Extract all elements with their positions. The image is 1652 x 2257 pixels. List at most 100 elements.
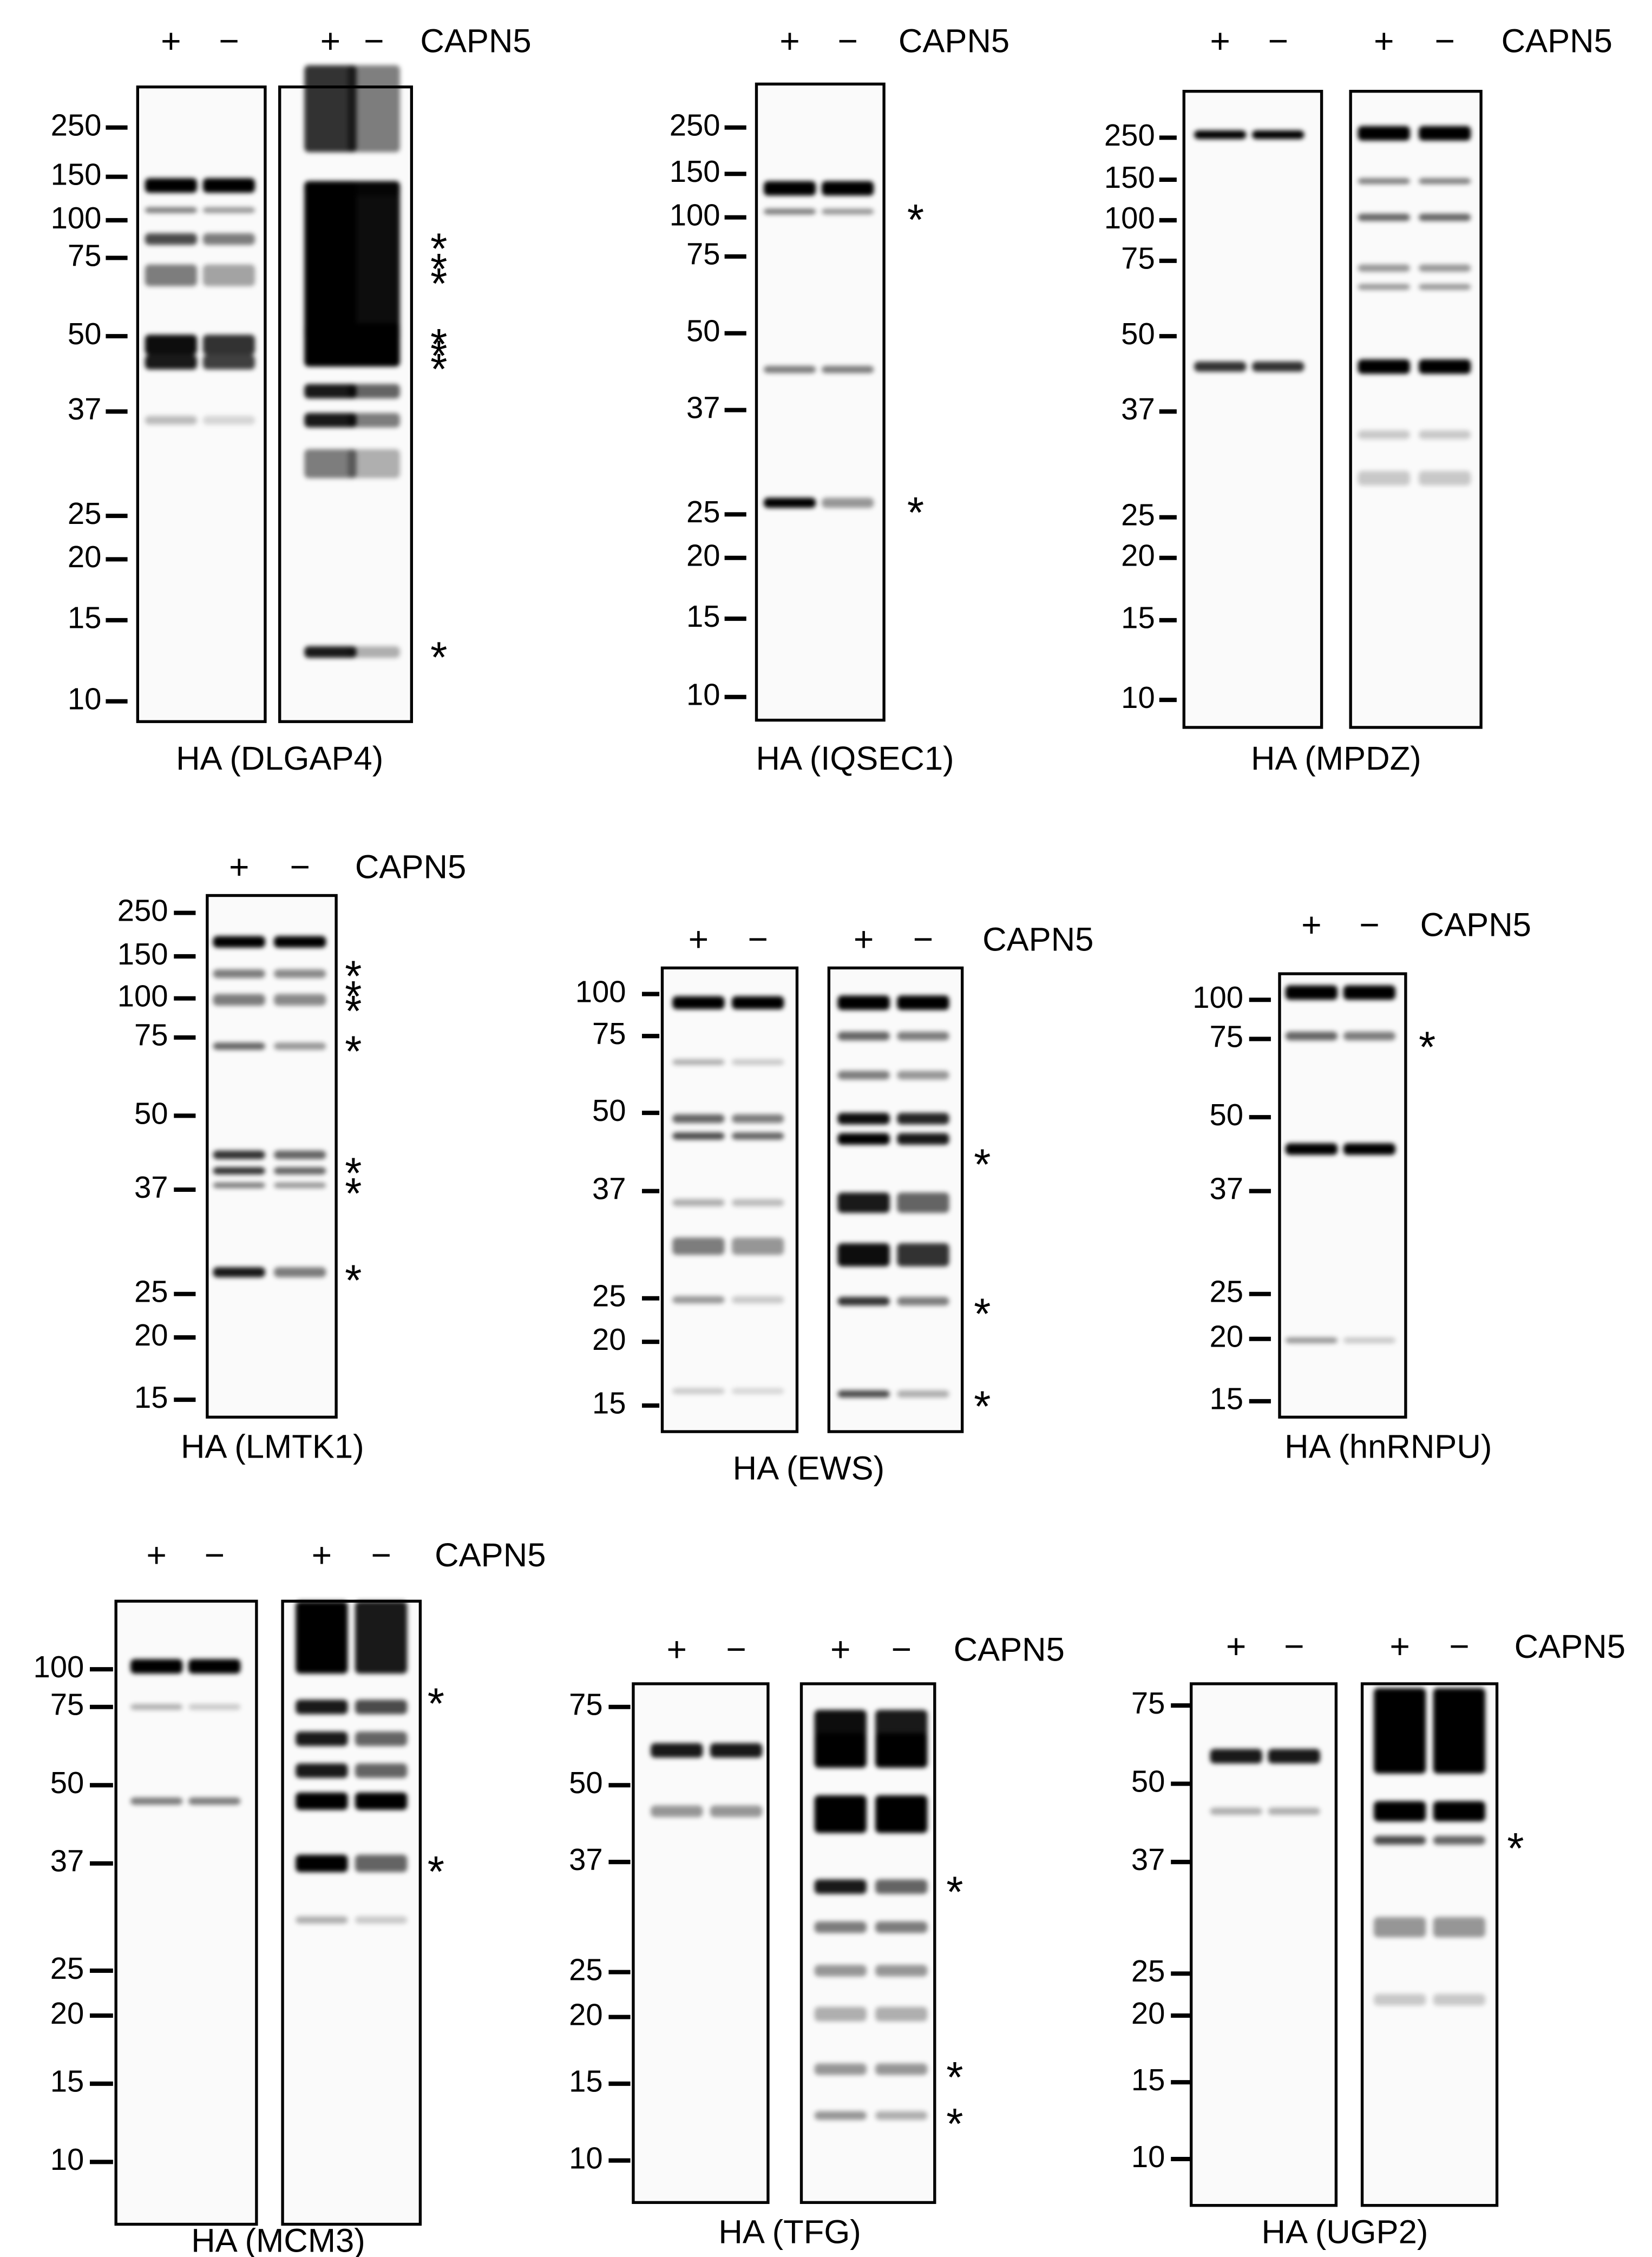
band [130,1704,183,1710]
band [897,1192,949,1213]
marker-label: 250 [670,108,720,142]
lane-label: − [837,21,858,60]
blot-membrane [114,1599,258,2226]
asterisk: * [1419,1023,1435,1072]
marker-label: 10 [68,682,102,716]
band [731,1237,784,1255]
band [837,1390,890,1398]
asterisk: * [974,1290,991,1339]
marker-label: 20 [592,1322,626,1356]
band [1252,361,1304,372]
band [355,1763,408,1778]
marker-label: 250 [51,108,102,142]
band [821,497,874,508]
band [1252,130,1304,140]
band [814,1710,867,1739]
marker-label: 50 [1209,1098,1243,1132]
band [1373,1801,1426,1822]
asterisk: * [428,1679,444,1728]
marker-label: 37 [1121,392,1155,426]
band [897,1297,949,1306]
band [814,2006,867,2022]
blot-membrane [281,1599,422,2226]
band [213,1042,265,1050]
band [202,416,255,425]
band [1418,359,1471,374]
marker-label: 75 [686,237,720,271]
band [273,936,326,948]
lane-label: − [1359,905,1380,944]
band [897,1243,949,1267]
marker-label: 100 [51,201,102,235]
band [672,996,725,1009]
band [875,2063,928,2075]
band [1358,359,1410,374]
marker-label: 20 [68,540,102,574]
band [202,233,255,245]
band [1433,1801,1486,1822]
band [145,178,198,193]
band [731,1114,784,1123]
asterisk: * [430,633,447,682]
asterisk: * [345,972,362,1021]
marker-label: 100 [117,979,168,1013]
marker-label: 100 [670,198,720,232]
band [814,1921,867,1933]
marker-label: 15 [1209,1382,1243,1416]
band [814,2111,867,2120]
marker-label: 15 [1121,601,1155,635]
band [814,1965,867,1977]
marker-label: 50 [686,314,720,348]
marker-label: 75 [68,238,102,272]
asterisk: * [430,225,447,273]
band [213,1267,265,1277]
marker-label: 20 [1209,1320,1243,1354]
marker-label: 10 [50,2142,84,2176]
band [814,1879,867,1894]
marker-label: 37 [134,1170,168,1204]
band [1433,1917,1486,1938]
band [814,1795,867,1833]
band [213,936,265,948]
band [202,264,255,286]
asterisk: * [946,2053,963,2102]
lane-label: − [364,21,384,60]
bands [304,65,400,658]
band [875,1795,928,1833]
band [1418,284,1471,290]
asterisk: * [907,196,924,245]
band [763,181,816,196]
asterisk: * [430,320,447,369]
band [296,1700,348,1715]
band [145,233,198,245]
blot-panel: + − CAPN5 250 150 100 75 50 37 25 20 15 10 * * HA (IQSE… [670,21,1009,777]
band [273,969,326,979]
asterisk: * [345,987,362,1035]
lane-label: − [290,847,310,886]
band [188,1659,241,1674]
lane-label: − [891,1630,912,1669]
band [1373,1738,1426,1774]
marker-label: 50 [569,1766,603,1800]
lane-label: + [312,1536,332,1574]
marker-label: 100 [33,1650,84,1684]
band [731,996,784,1009]
marker-label: 25 [686,495,720,529]
lane-label: + [666,1630,687,1669]
band [355,1792,408,1810]
band [348,181,400,341]
marker-label: 10 [1121,680,1155,714]
band [145,334,198,355]
lane-label: − [1434,21,1455,60]
band [1373,1688,1426,1747]
band [304,65,357,153]
treatment-label: CAPN5 [982,921,1093,958]
marker-label: 50 [134,1096,168,1130]
marker-label: 25 [50,1951,84,1985]
band [213,1150,265,1159]
band [837,1071,890,1080]
band [763,208,816,215]
